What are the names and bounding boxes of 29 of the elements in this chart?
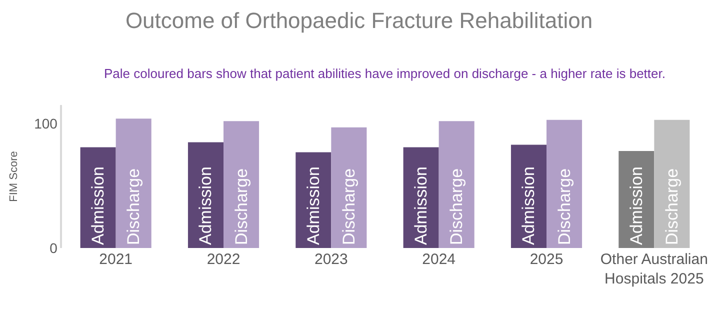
bar	[331, 127, 367, 248]
text: Admission	[196, 166, 216, 245]
series-label: Discharge	[124, 168, 144, 245]
bar	[654, 120, 690, 248]
x-tick-label: 2021	[99, 251, 133, 268]
text: Admission	[412, 166, 431, 245]
bar	[438, 121, 474, 248]
series-label: Admission	[88, 166, 108, 245]
x-tick-label: 2024	[422, 251, 456, 268]
text: Admission	[519, 166, 538, 245]
x-tick-label: 2022	[206, 251, 240, 268]
y-axis-title: FIM Score	[8, 151, 20, 202]
y-tick-label: 100	[34, 116, 58, 132]
bar	[224, 121, 260, 248]
text: Admission	[626, 166, 646, 245]
text: Discharge	[662, 168, 682, 245]
bar	[116, 118, 152, 248]
x-tick-label: Other Australian Hospitals 2025	[600, 251, 708, 288]
bar	[546, 120, 582, 248]
x-tick-label: 2023	[314, 251, 348, 268]
text: Discharge	[447, 168, 466, 245]
text: Pale coloured bars show that patient abilities have improved on discharge - a higher rate is better.	[104, 66, 666, 81]
text: Discharge	[554, 168, 574, 245]
y-tick-label: 0	[50, 240, 58, 256]
x-tick-label: 2025	[530, 251, 564, 268]
text: Discharge	[232, 168, 251, 245]
text: Admission	[304, 166, 323, 245]
chart-title: Outcome of Orthopaedic Fracture Rehabilitation	[125, 8, 593, 33]
text: Discharge	[339, 168, 358, 245]
